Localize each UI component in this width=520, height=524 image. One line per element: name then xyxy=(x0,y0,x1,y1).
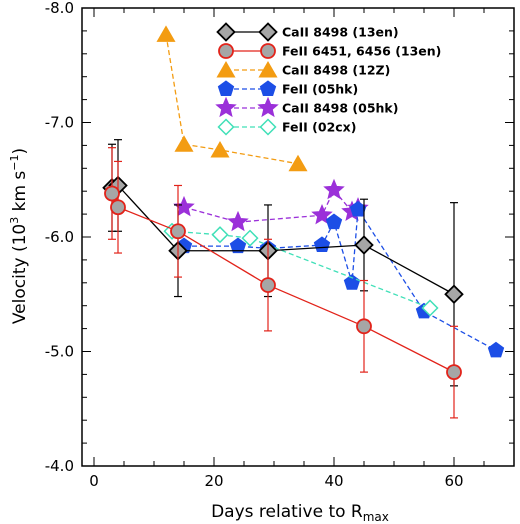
data-point xyxy=(170,223,186,240)
series-line-0 xyxy=(111,184,455,295)
data-point xyxy=(323,178,345,200)
legend-label: CaII 8498 (05hk) xyxy=(282,101,398,116)
x-axis-title-sub: max xyxy=(363,510,389,524)
series-line-4 xyxy=(183,188,359,223)
data-point xyxy=(173,195,195,217)
plot-layer xyxy=(102,25,505,419)
legend-marker xyxy=(258,60,278,78)
y-tick-label: -5.0 xyxy=(45,343,74,361)
data-point xyxy=(104,185,120,202)
legend-label: FeII (05hk) xyxy=(282,82,358,97)
y-axis-unit-exp2: −1 xyxy=(8,154,21,170)
legend-item-0: CaII 8498 (13en) xyxy=(216,22,399,42)
series-2 xyxy=(156,25,308,172)
x-tick-label: 40 xyxy=(324,472,343,490)
legend-marker xyxy=(215,96,237,118)
y-axis-title: Velocity (103 km s−1) xyxy=(8,148,30,324)
legend-marker xyxy=(259,80,277,96)
series-line-1 xyxy=(111,193,455,373)
legend-item-1: FeII 6451, 6456 (13en) xyxy=(218,43,441,59)
plot-area xyxy=(102,25,505,419)
series-line-2 xyxy=(165,34,299,165)
legend-marker xyxy=(258,22,278,42)
data-point xyxy=(444,284,464,305)
legend-marker xyxy=(218,43,234,59)
y-axis-unit-mid: km s xyxy=(10,171,30,217)
y-tick-label: -7.0 xyxy=(45,114,74,132)
y-axis-title-main: Velocity xyxy=(10,257,30,324)
legend-label: FeII (02cx) xyxy=(282,120,356,135)
data-point xyxy=(229,237,247,254)
legend-marker xyxy=(257,96,279,118)
y-axis-unit-prefix: (10 xyxy=(10,224,30,252)
data-point xyxy=(211,226,229,244)
legend-marker xyxy=(260,43,276,59)
data-point xyxy=(210,140,230,158)
x-axis-title: Days relative to Rmax xyxy=(211,502,389,524)
data-point xyxy=(241,229,259,247)
data-point xyxy=(174,135,194,152)
legend-marker xyxy=(217,80,235,96)
legend-marker xyxy=(217,118,235,136)
legend-item-2: CaII 8498 (12Z) xyxy=(216,60,390,78)
legend-item-3: FeII (05hk) xyxy=(217,80,358,97)
axis-ticks: 0 20 40 60 -8.0 -7.0 -6.0 -5.0 -4.0 xyxy=(45,0,515,490)
x-tick-label: 0 xyxy=(89,472,99,490)
legend-item-4: CaII 8498 (05hk) xyxy=(215,96,398,118)
data-point xyxy=(356,318,372,335)
x-tick-label: 60 xyxy=(444,472,463,490)
series-1 xyxy=(104,147,462,419)
x-tick-label: 20 xyxy=(204,472,223,490)
series-line-3 xyxy=(184,207,497,351)
data-point xyxy=(354,235,374,255)
data-point xyxy=(156,25,176,42)
legend-marker xyxy=(259,118,277,136)
legend-label: CaII 8498 (12Z) xyxy=(282,63,390,78)
x-axis-title-main: Days relative to R xyxy=(211,502,363,522)
legend-marker xyxy=(216,22,236,42)
data-point xyxy=(487,341,505,358)
series-line-5 xyxy=(171,230,431,309)
data-point xyxy=(325,213,343,230)
legend-label: CaII 8498 (13en) xyxy=(282,25,399,40)
data-point xyxy=(446,364,462,381)
legend-marker xyxy=(216,60,236,78)
legend-label: FeII 6451, 6456 (13en) xyxy=(282,44,441,59)
data-point xyxy=(313,236,331,252)
data-point xyxy=(343,274,361,290)
legend-item-5: FeII (02cx) xyxy=(217,118,356,136)
y-tick-label: -8.0 xyxy=(45,0,74,17)
data-point xyxy=(110,199,126,216)
data-point xyxy=(421,299,439,317)
y-axis-unit-suffix: ) xyxy=(10,148,30,155)
y-tick-label: -4.0 xyxy=(45,457,74,475)
data-point xyxy=(260,277,276,293)
y-tick-label: -6.0 xyxy=(45,228,74,246)
legend: CaII 8498 (13en) FeII 6451, 6456 (13en) Ca… xyxy=(215,22,441,136)
data-point xyxy=(227,210,249,232)
data-point xyxy=(288,154,308,172)
y-axis-unit-exp: 3 xyxy=(8,217,21,224)
